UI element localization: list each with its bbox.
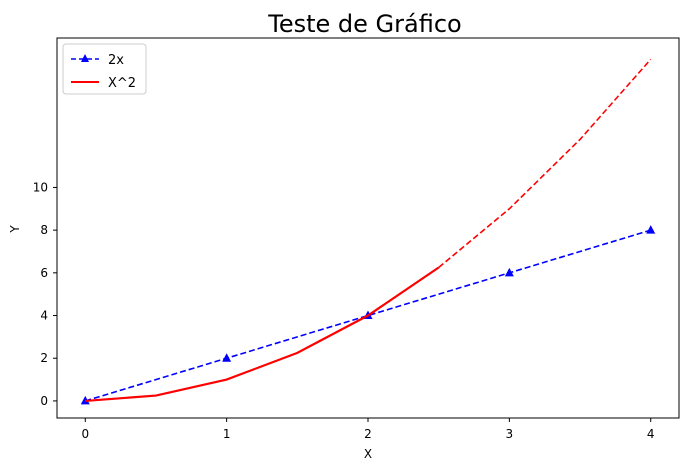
y-axis-label: Y [8,225,22,234]
x-axis: 0 1 2 3 4 [81,418,655,441]
y-tick-label: 6 [40,266,48,280]
legend-label-2x: 2x [108,53,124,68]
series-line-1 [85,266,440,403]
y-tick-label: 8 [40,223,48,237]
data-point-marker [646,225,656,234]
y-tick-label: 4 [40,309,48,323]
chart-title: Teste de Gráfico [267,10,461,38]
data-point-marker [504,267,514,277]
legend: 2x X^2 [62,43,147,95]
y-tick-label: 2 [40,351,48,365]
x-tick-label: 0 [81,427,89,441]
series-layer [80,58,656,405]
legend-label-x-squared: X^2 [108,76,136,91]
legend-marker-2x [81,54,89,62]
y-tick-label: 10 [33,180,48,194]
series-line-2 [438,58,652,269]
x-tick-label: 4 [647,427,655,441]
y-tick-label: 0 [40,394,48,408]
x-axis-label: X [364,447,372,461]
x-tick-label: 1 [223,427,231,441]
data-point-marker [222,353,232,362]
y-axis: 0 2 4 6 8 10 [33,180,57,408]
x-tick-label: 3 [506,427,514,441]
x-tick-label: 2 [364,427,372,441]
